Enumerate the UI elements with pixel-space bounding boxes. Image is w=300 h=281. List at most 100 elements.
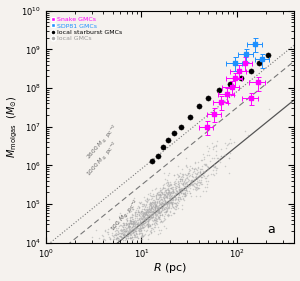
Point (223, 153, 227, 158)
Point (178, 186, 183, 191)
Point (135, 222, 140, 226)
Point (117, 223, 122, 228)
Point (256, 61, 261, 65)
Point (160, 219, 165, 224)
Point (227, 141, 232, 146)
Point (135, 235, 140, 239)
Point (151, 204, 155, 209)
Point (126, 220, 131, 225)
Point (153, 203, 158, 208)
Point (150, 196, 155, 200)
Point (172, 193, 177, 198)
Point (136, 232, 141, 237)
Point (141, 214, 146, 218)
Point (178, 176, 182, 181)
Point (157, 210, 162, 214)
Point (168, 201, 173, 205)
Point (167, 188, 172, 192)
Point (204, 176, 208, 180)
Point (179, 194, 184, 198)
Point (130, 207, 135, 211)
Point (162, 203, 167, 208)
Point (152, 205, 157, 210)
Point (157, 216, 162, 221)
Point (174, 171, 179, 176)
Point (151, 219, 156, 223)
Point (140, 207, 145, 211)
Point (138, 217, 143, 221)
Point (178, 179, 182, 184)
Point (174, 202, 179, 207)
Point (141, 218, 146, 222)
Point (190, 174, 194, 178)
Point (174, 186, 178, 190)
Point (124, 226, 129, 230)
Point (164, 196, 169, 200)
Point (164, 187, 168, 192)
Point (141, 201, 146, 206)
Point (161, 145, 166, 149)
Point (168, 193, 172, 198)
Point (176, 174, 181, 179)
Point (144, 210, 148, 214)
Point (145, 215, 150, 219)
Point (189, 177, 194, 182)
Point (154, 203, 158, 208)
Point (191, 167, 196, 171)
Point (165, 201, 170, 205)
Point (219, 146, 224, 151)
Point (145, 195, 149, 200)
Point (172, 194, 177, 199)
Point (150, 204, 155, 209)
Point (145, 197, 150, 201)
Point (166, 188, 170, 193)
Point (130, 219, 135, 223)
Point (193, 160, 197, 164)
Point (162, 192, 167, 196)
Point (168, 198, 173, 203)
Point (195, 166, 200, 170)
Point (148, 206, 153, 210)
Point (130, 220, 135, 225)
Point (139, 234, 143, 238)
Point (130, 222, 135, 226)
Point (134, 225, 138, 229)
Point (150, 212, 154, 216)
Point (175, 203, 179, 207)
Point (123, 235, 128, 239)
Point (205, 165, 210, 169)
Point (167, 209, 172, 213)
Point (154, 213, 159, 217)
Point (123, 229, 128, 234)
Point (155, 199, 160, 204)
Point (161, 194, 166, 198)
Point (178, 187, 183, 192)
Point (139, 220, 144, 225)
Point (226, 156, 231, 161)
Point (170, 190, 175, 195)
Point (133, 234, 138, 238)
Point (163, 177, 167, 181)
Point (155, 200, 160, 204)
Point (167, 183, 172, 187)
Point (104, 230, 109, 234)
Point (118, 237, 123, 241)
Point (165, 190, 170, 195)
Point (126, 224, 131, 228)
Point (144, 204, 149, 209)
Point (169, 202, 174, 206)
Point (189, 180, 194, 185)
Point (118, 228, 123, 233)
Point (193, 170, 198, 175)
Point (194, 175, 199, 179)
Point (211, 164, 215, 168)
Y-axis label: $M_{\rm molgas}$  $(M_{\odot})$: $M_{\rm molgas}$ $(M_{\odot})$ (6, 95, 20, 158)
Point (176, 185, 181, 189)
Point (152, 220, 157, 225)
Point (127, 223, 132, 228)
Point (122, 230, 127, 234)
Point (130, 227, 135, 232)
Point (152, 225, 157, 229)
Point (196, 185, 200, 190)
Point (123, 237, 128, 242)
